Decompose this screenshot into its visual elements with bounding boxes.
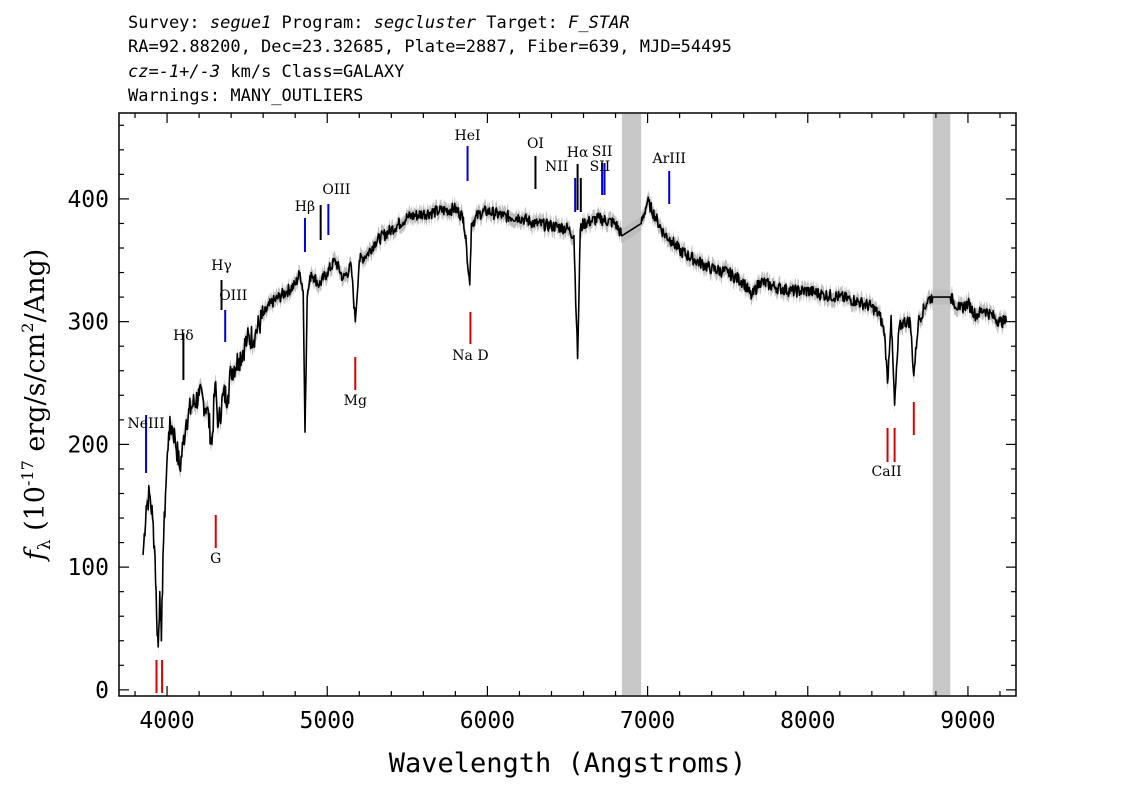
emission-line-label: Hγ (211, 258, 232, 274)
masked-region (621, 114, 642, 695)
emission-line-label: OI (527, 136, 544, 152)
x-tick-label: 4000 (139, 708, 194, 734)
chart-header: Survey: segue1 Program: segcluster Targe… (128, 13, 732, 106)
axis-labels: Wavelength (Angstroms) fλ (10-17 erg/s/cm… (18, 249, 746, 779)
y-tick-label: 300 (67, 310, 109, 336)
header-warnings-line: Warnings: MANY_OUTLIERS (128, 86, 363, 106)
emission-line-label: NII (545, 159, 568, 175)
y-axis-title-part: erg/s/cm (20, 333, 51, 461)
emission-line-label: OIII (322, 182, 350, 198)
header-survey-line-segment: segue1 (210, 13, 271, 33)
header-redshift-line: cz=-1+/-3 km/s Class=GALAXY (128, 62, 404, 82)
x-tick-label: 8000 (780, 708, 835, 734)
y-axis-title-part: (10 (20, 486, 51, 539)
header-redshift-line-segment: km/s Class=GALAXY (220, 62, 404, 82)
x-tick-label: 7000 (620, 708, 675, 734)
header-survey-line-segment: F_STAR (568, 13, 629, 33)
absorption-line-label: G (210, 551, 221, 567)
emission-line-label: SII (592, 144, 613, 160)
y-tick-label: 100 (67, 555, 109, 581)
header-survey-line-segment: Survey: (128, 13, 210, 33)
absorption-line-label: Mg (344, 393, 367, 409)
header-survey-line-segment: segcluster (374, 13, 477, 33)
y-axis-title-part: λ (35, 539, 55, 550)
y-axis-title-part: /Ang) (20, 249, 51, 323)
x-tick-label: 6000 (460, 708, 515, 734)
emission-line-label: ArIII (652, 151, 686, 167)
emission-line-label: Hβ (295, 199, 315, 215)
emission-line-label: HeI (455, 128, 481, 144)
header-survey-line-segment: Target: (476, 13, 568, 33)
x-axis-title: Wavelength (Angstroms) (389, 748, 747, 779)
y-tick-label: 200 (67, 432, 109, 458)
x-tick-label: 9000 (940, 708, 995, 734)
emission-line-label: Hδ (173, 328, 194, 344)
y-tick-label: 0 (95, 678, 109, 704)
plot-frame (118, 112, 1017, 697)
y-axis-title-part: -17 (18, 460, 37, 486)
masked-regions (621, 114, 951, 695)
header-redshift-line-segment: cz=-1+/-3 (128, 62, 220, 82)
y-tick-label: 400 (67, 187, 109, 213)
emission-line-label: SII (590, 159, 611, 175)
x-tick-label: 5000 (300, 708, 355, 734)
emission-line-label: NeIII (127, 416, 164, 432)
header-survey-line: Survey: segue1 Program: segcluster Targe… (128, 13, 630, 33)
emission-line-label: Hα (567, 145, 589, 161)
masked-region (932, 114, 951, 695)
axes: 4000 5000 6000 7000 8000 9000 0 100 200 300 400 (67, 112, 1017, 734)
y-axis-title-part: 2 (18, 323, 37, 333)
absorption-line-label: Na D (452, 348, 488, 364)
emission-line-label: OIII (219, 288, 247, 304)
header-coordinates-line: RA=92.88200, Dec=23.32685, Plate=2887, F… (128, 37, 732, 57)
spectrum-layer (142, 189, 1008, 655)
y-axis-title: fλ (10-17 erg/s/cm2/Ang) (18, 249, 55, 563)
absorption-line-label: CaII (872, 464, 902, 480)
flux-line (142, 196, 1008, 648)
header-survey-line-segment: Program: (271, 13, 373, 33)
